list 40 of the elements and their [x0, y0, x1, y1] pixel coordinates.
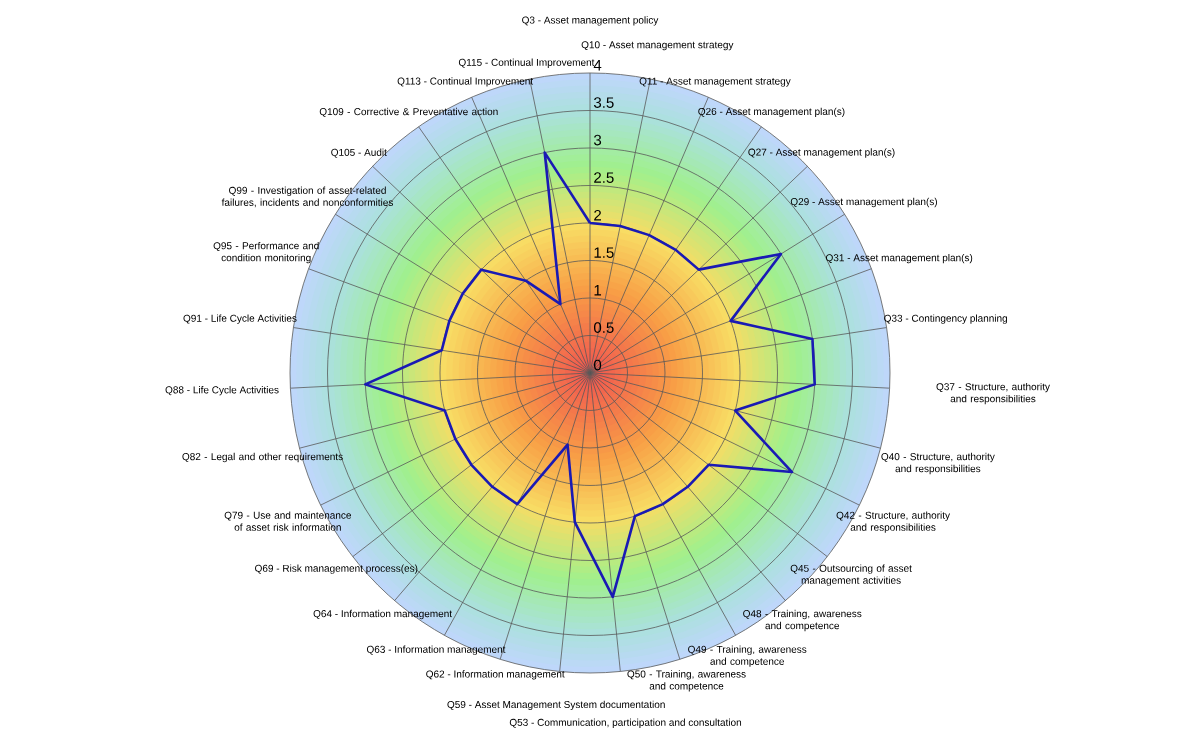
y-tick-label: 1: [594, 285, 602, 296]
y-tick-label: 2.5: [594, 172, 614, 183]
spoke-label: Q62 - Information management: [426, 670, 565, 680]
spoke-label: Q31 - Asset management plan(s): [826, 253, 973, 264]
spoke-label: Q88 - Life Cycle Activities: [165, 386, 279, 396]
spoke-label: Q82 - Legal and other requirements: [182, 452, 343, 463]
spoke-label: Q109 - Corrective & Preventative action: [319, 107, 498, 117]
spoke-label: Q99 - Investigation of asset-related failures, incidents and nonconformities: [221, 186, 393, 208]
spoke-label: Q3 - Asset management policy: [522, 16, 659, 26]
spoke-label: Q91 - Life Cycle Activities: [183, 314, 297, 324]
y-tick-label: 4: [593, 60, 602, 71]
spoke-label: Q45 - Outsourcing of asset management activities: [790, 564, 912, 586]
spoke-label: Q33 - Contingency planning: [884, 314, 1008, 324]
spoke-label: Q53 - Communication, participation and consultation: [509, 718, 742, 728]
spoke-label: Q42 - Structure, authority and responsibilities: [836, 511, 950, 533]
spoke-label: Q63 - Information management: [366, 645, 506, 655]
spoke-label: Q50 - Training, awareness and competence: [627, 670, 746, 692]
y-tick-label: 0.5: [594, 322, 614, 333]
spoke-label: Q40 - Structure, authority and responsibilities: [881, 452, 995, 475]
y-tick-label: 0: [594, 359, 602, 371]
spoke-label: Q115 - Continual Improvement: [458, 58, 595, 68]
spoke-label: Q59 - Asset Management System documentation: [447, 700, 665, 711]
spoke-label: Q10 - Asset management strategy: [581, 41, 734, 51]
spoke-label: Q64 - Information management: [313, 609, 452, 620]
spoke-label: Q26 - Asset management plan(s): [698, 107, 845, 117]
y-tick-label: 3.5: [593, 97, 614, 108]
spoke-label: Q69 - Risk management process(es): [255, 564, 418, 574]
spoke-label: Q27 - Asset management plan(s): [748, 148, 895, 158]
y-tick-label: 3: [593, 134, 602, 146]
spoke-label: Q11 - Asset management strategy: [639, 77, 791, 87]
spoke-label: Q95 - Performance and condition monitoring: [213, 241, 319, 264]
spoke-label: Q37 - Structure, authority and responsibilities: [936, 382, 1050, 405]
spoke-label: Q49 - Training, awareness and competence: [688, 645, 807, 667]
spoke-label: Q113 - Continual Improvement: [397, 77, 534, 87]
spoke-label: Q105 - Audit: [331, 148, 387, 158]
spoke-label: Q79 - Use and maintenance of asset risk information: [224, 511, 352, 531]
y-tick-label: 2: [594, 209, 601, 221]
y-tick-label: 1.5: [594, 247, 614, 258]
spoke-label: Q48 - Training, awareness and competence: [743, 609, 862, 632]
spoke-label: Q29 - Asset management plan(s): [790, 197, 937, 208]
